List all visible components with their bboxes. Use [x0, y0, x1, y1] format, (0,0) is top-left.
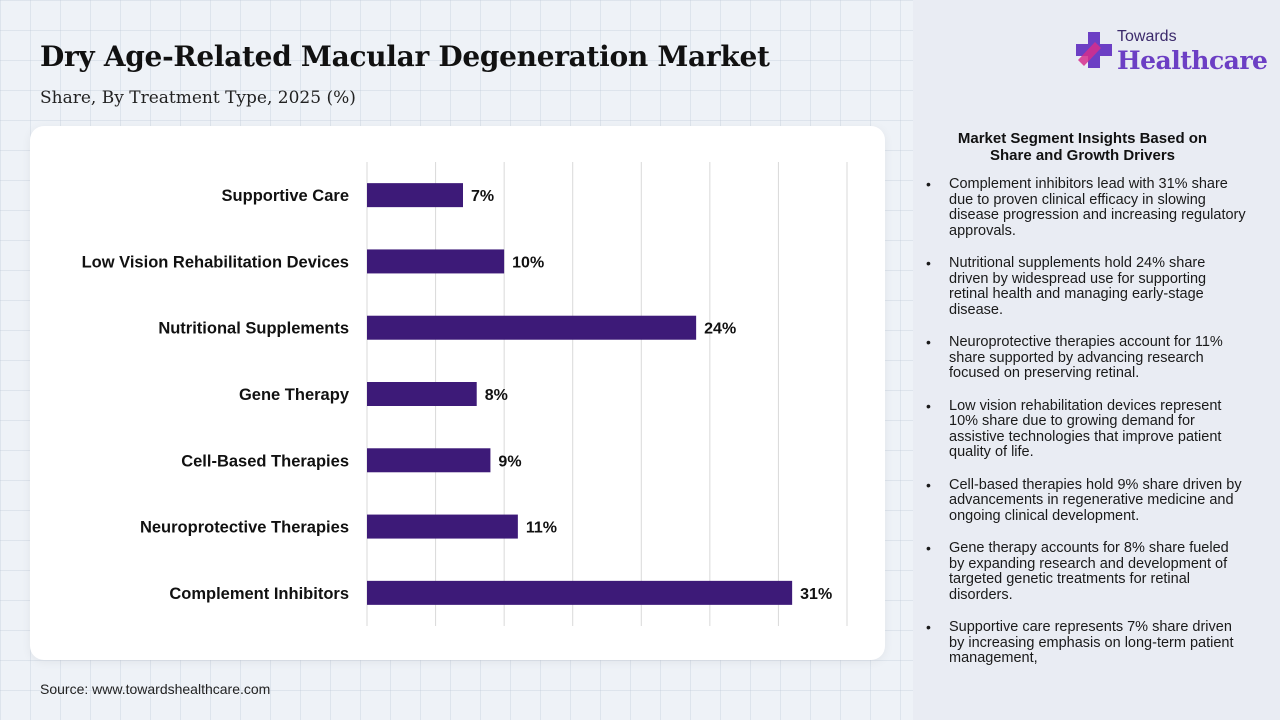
bar	[367, 315, 697, 340]
cross-logo-icon	[1076, 32, 1112, 68]
category-label: Complement Inhibitors	[169, 585, 349, 603]
category-label: Cell-Based Therapies	[181, 452, 349, 470]
value-label: 24%	[704, 321, 736, 338]
value-label: 8%	[485, 387, 508, 404]
source-text: Source: www.towardshealthcare.com	[40, 681, 271, 697]
list-item: Supportive care represents 7% share driv…	[926, 619, 1246, 667]
bar-chart: Supportive Care 7% Low Vision Rehabilitati…	[82, 162, 848, 626]
list-item: Low vision rehabilitation devices repres…	[926, 398, 1246, 461]
value-label: 7%	[471, 188, 494, 205]
insights-list: Complement inhibitors lead with 31% shar…	[926, 176, 1246, 684]
brand-logo: Towards Healthcare	[1075, 28, 1268, 78]
chart-subtitle: Share, By Treatment Type, 2025 (%)	[40, 88, 356, 108]
category-label: Supportive Care	[222, 187, 349, 205]
bar	[367, 183, 463, 208]
list-item: Nutritional supplements hold 24% share d…	[926, 255, 1246, 318]
category-label: Neuroprotective Therapies	[140, 519, 349, 537]
bar	[367, 382, 477, 406]
list-item: Complement inhibitors lead with 31% shar…	[926, 176, 1246, 239]
chart-card: Supportive Care 7% Low Vision Rehabilitati…	[30, 126, 885, 660]
list-item: Gene therapy accounts for 8% share fuele…	[926, 540, 1246, 603]
category-label: Gene Therapy	[239, 386, 350, 404]
category-label: Nutritional Supplements	[158, 320, 349, 338]
chart-title: Dry Age-Related Macular Degeneration Mar…	[40, 40, 770, 73]
list-item: Cell-based therapies hold 9% share drive…	[926, 477, 1246, 525]
bar	[367, 448, 491, 473]
value-label: 31%	[800, 586, 832, 603]
bar	[367, 514, 518, 539]
value-label: 10%	[512, 254, 544, 271]
logo-text-bottom: Healthcare	[1117, 46, 1268, 75]
value-label: 9%	[498, 453, 521, 470]
logo-text-top: Towards	[1117, 28, 1177, 45]
list-item: Neuroprotective therapies account for 11…	[926, 334, 1246, 382]
value-label: 11%	[526, 520, 557, 537]
bar	[367, 580, 793, 605]
category-label: Low Vision Rehabilitation Devices	[82, 253, 349, 271]
insights-title: Market Segment Insights Based on Share a…	[957, 130, 1208, 164]
bar	[367, 249, 505, 274]
